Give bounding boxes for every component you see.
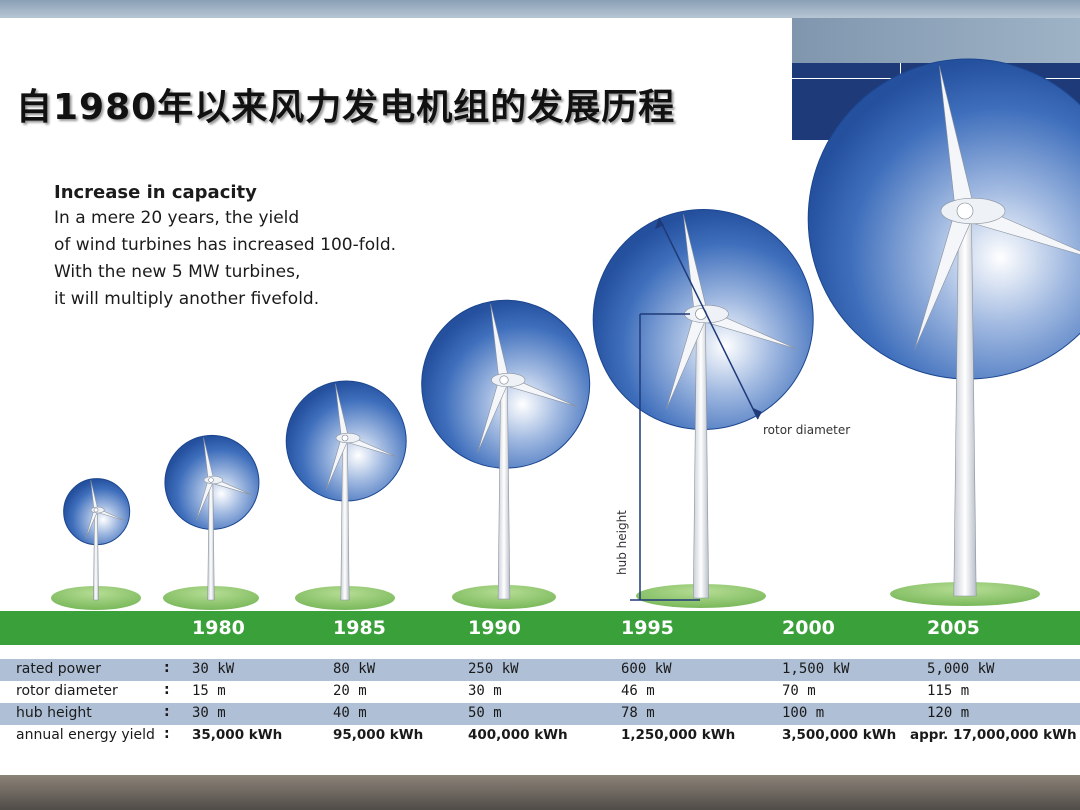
spec-value: 5,000 kW (927, 661, 995, 677)
spec-value: 600 kW (621, 661, 672, 677)
spec-value: 70 m (782, 683, 816, 699)
spec-value: 30 m (468, 683, 502, 699)
turbine-hub (341, 434, 349, 442)
intro-heading: Increase in capacity (54, 182, 257, 203)
turbine-tower (340, 437, 350, 601)
wind-turbine-icon (421, 299, 591, 609)
turbine-hub (93, 507, 99, 513)
spec-row-rotor-diameter: rotor diameter : 15 m 20 m 30 m 46 m 70 … (0, 681, 1080, 703)
year-label-1995: 1995 (621, 617, 674, 639)
top-right-decor-block (792, 18, 1080, 63)
turbine-hub (956, 202, 974, 220)
intro-text-block: Increase in capacity In a mere 20 years,… (54, 181, 474, 313)
intro-line: With the new 5 MW turbines, (54, 262, 301, 282)
top-decor-band (0, 0, 1080, 18)
spec-value: 250 kW (468, 661, 519, 677)
spec-row-annual-energy-yield: annual energy yield : 35,000 kWh 95,000 … (0, 725, 1080, 747)
year-label-2000: 2000 (782, 617, 835, 639)
spec-value: 35,000 kWh (192, 727, 283, 743)
year-label-2005: 2005 (927, 617, 980, 639)
spec-colon: : (164, 704, 170, 720)
spec-value: 95,000 kWh (333, 727, 424, 743)
spec-value: 400,000 kWh (468, 727, 568, 743)
spec-colon: : (164, 726, 170, 742)
turbine-hub (208, 477, 214, 483)
spec-value: 46 m (621, 683, 655, 699)
spec-row-hub-height: hub height : 30 m 40 m 50 m 78 m 100 m 1… (0, 703, 1080, 725)
turbine-hub (499, 375, 509, 385)
wind-turbine-icon (285, 380, 407, 610)
turbine-growth-diagram: rotor diameter hub height (51, 58, 1080, 610)
spec-value: 30 kW (192, 661, 235, 677)
intro-line: In a mere 20 years, the yield (54, 208, 300, 228)
year-label-1980: 1980 (192, 617, 245, 639)
spec-label: rotor diameter (16, 683, 118, 699)
page-title: 自1980年以来风力发电机组的发展历程 (16, 87, 676, 128)
spec-value: 3,500,000 kWh (782, 727, 897, 743)
hub-height-label: hub height (615, 510, 629, 575)
spec-value: 80 kW (333, 661, 376, 677)
spec-value: 20 m (333, 683, 367, 699)
spec-value: 40 m (333, 705, 367, 721)
intro-line: it will multiply another fivefold. (54, 289, 320, 309)
spec-value: 78 m (621, 705, 655, 721)
spec-value: 15 m (192, 683, 226, 699)
spec-label: annual energy yield (16, 727, 155, 743)
bottom-decor-band (0, 775, 1080, 810)
wind-turbine-icon (592, 209, 814, 608)
spec-value: appr. 17,000,000 kWh (910, 727, 1077, 743)
spec-label: rated power (16, 661, 102, 677)
spec-value: 50 m (468, 705, 502, 721)
spec-colon: : (164, 682, 170, 698)
spec-value: 1,500 kW (782, 661, 850, 677)
wind-turbine-icon (51, 478, 141, 610)
spec-label: hub height (16, 705, 92, 721)
spec-value: 100 m (782, 705, 825, 721)
turbine-tower (207, 479, 215, 601)
turbine-tower (93, 509, 99, 601)
spec-value: 120 m (927, 705, 970, 721)
spec-row-rated-power: rated power : 30 kW 80 kW 250 kW 600 kW … (0, 659, 1080, 681)
year-label-1990: 1990 (468, 617, 521, 639)
hub-height-marker (630, 313, 700, 601)
spec-value: 115 m (927, 683, 970, 699)
year-label-1985: 1985 (333, 617, 386, 639)
year-band (0, 611, 1080, 645)
rotor-diameter-label: rotor diameter (763, 423, 850, 437)
spec-value: 30 m (192, 705, 226, 721)
wind-turbine-icon (163, 434, 260, 610)
spec-value: 1,250,000 kWh (621, 727, 736, 743)
intro-line: of wind turbines has increased 100-fold. (54, 235, 397, 255)
spec-colon: : (164, 660, 170, 676)
wind-turbine-icon (807, 58, 1080, 606)
rotor-diameter-marker (655, 217, 762, 420)
